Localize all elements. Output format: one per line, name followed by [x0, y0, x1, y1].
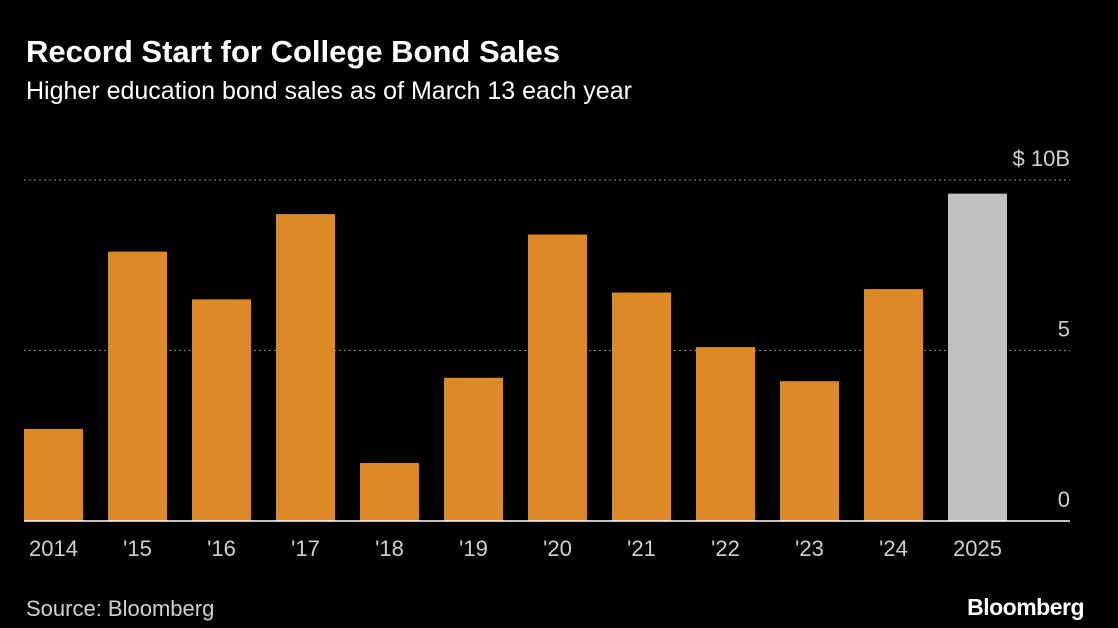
- bar-21: [612, 292, 671, 521]
- bar-15: [108, 251, 167, 522]
- bars: [24, 193, 1007, 522]
- x-tick-label: '22: [711, 536, 740, 561]
- bar-17: [276, 214, 335, 521]
- bar-18: [360, 463, 419, 521]
- source-note: Source: Bloomberg: [26, 596, 215, 621]
- x-tick-label: '23: [795, 536, 824, 561]
- chart-title: Record Start for College Bond Sales: [26, 34, 560, 69]
- bar-16: [192, 299, 251, 521]
- x-tick-label: '15: [123, 536, 152, 561]
- y-tick-label: $ 10B: [1013, 146, 1071, 171]
- bar-24: [864, 289, 923, 521]
- bar-22: [696, 347, 755, 521]
- y-tick-label: 0: [1058, 487, 1070, 512]
- x-tick-label: '24: [879, 536, 908, 561]
- bar-2014: [24, 428, 83, 521]
- y-tick-label: 5: [1058, 317, 1070, 342]
- bar-23: [780, 381, 839, 521]
- x-tick-label: '17: [291, 536, 320, 561]
- y-tick-labels: 0 5 $ 10B: [1013, 146, 1071, 512]
- chart-subtitle: Higher education bond sales as of March …: [26, 77, 632, 105]
- x-tick-label: 2025: [953, 536, 1002, 561]
- bar-2025: [948, 193, 1007, 521]
- x-tick-label: '21: [627, 536, 656, 561]
- bloomberg-logo: Bloomberg: [967, 594, 1084, 620]
- x-tick-label: '18: [375, 536, 404, 561]
- x-tick-labels: 2014 '15 '16 '17 '18 '19 '20 '21 '22 '23 '24 2025: [29, 536, 1002, 561]
- bar-20: [528, 234, 587, 521]
- x-tick-label: '19: [459, 536, 488, 561]
- x-tick-label: '20: [543, 536, 572, 561]
- x-tick-label: 2014: [29, 536, 78, 561]
- bar-19: [444, 377, 503, 521]
- x-tick-label: '16: [207, 536, 236, 561]
